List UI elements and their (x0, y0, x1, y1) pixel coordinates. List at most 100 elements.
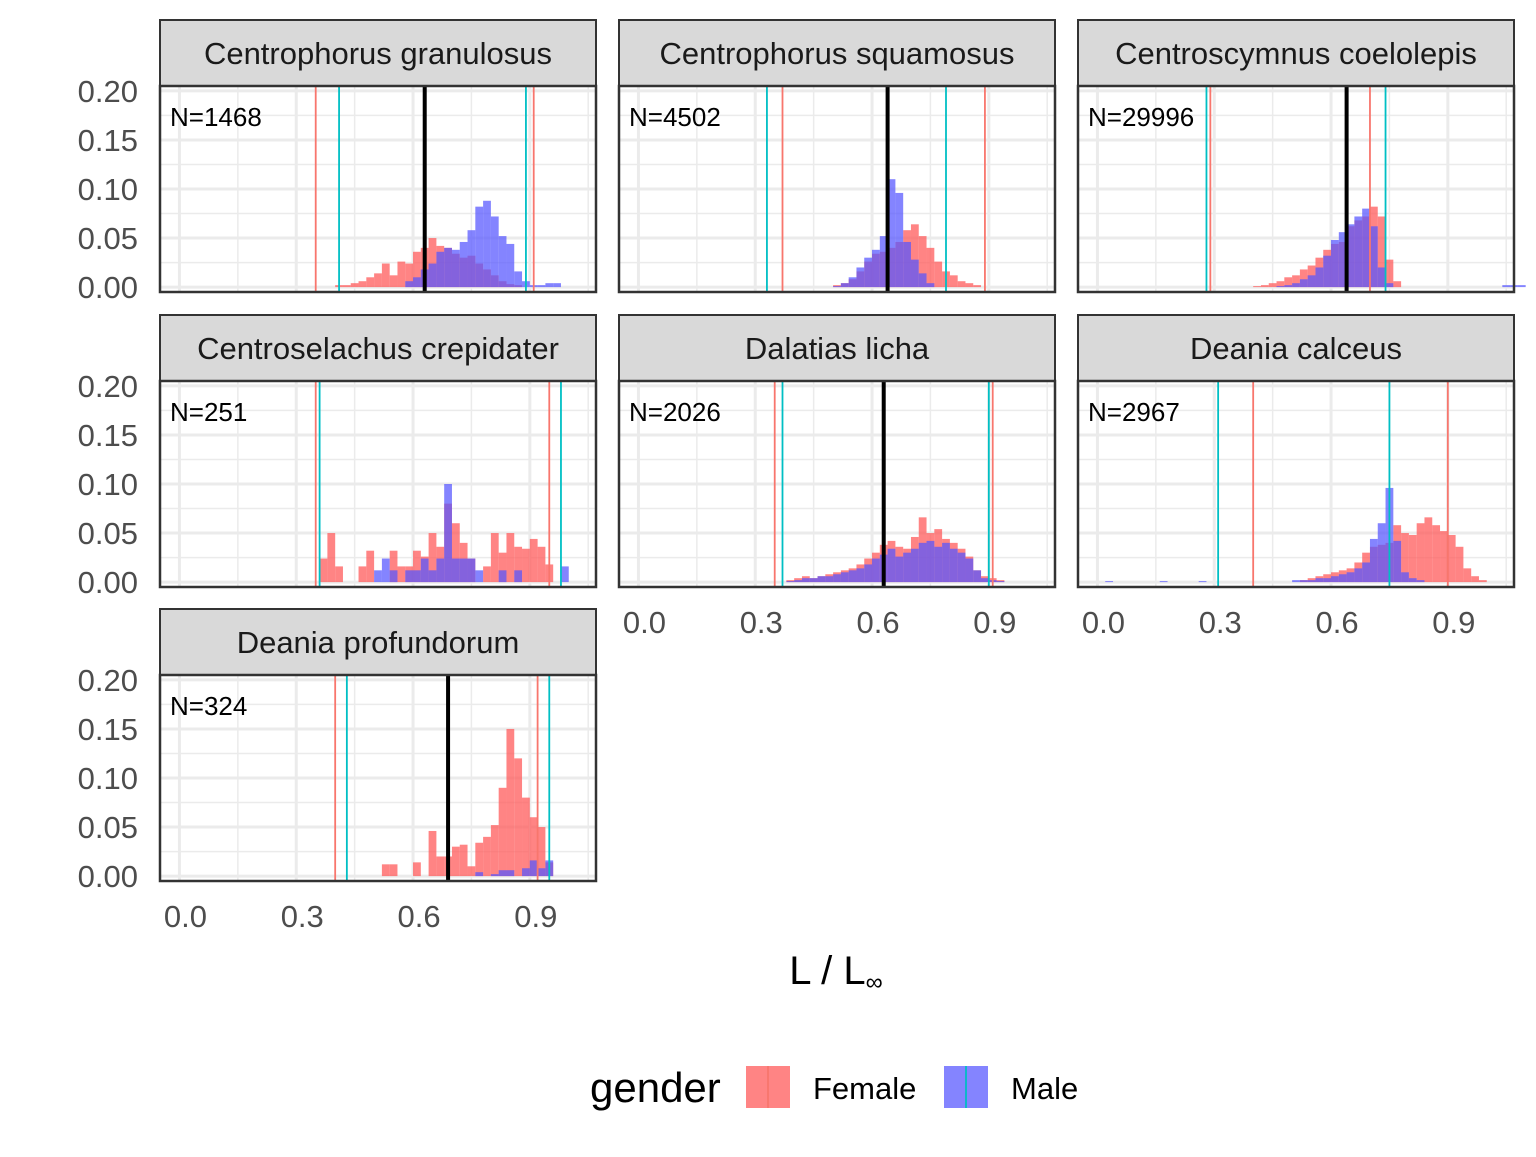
male-bar (1315, 578, 1324, 583)
y-tick-label: 0.00 (78, 565, 138, 600)
female-bar (1401, 533, 1409, 583)
male-bar (1362, 208, 1370, 288)
male-bar (498, 570, 507, 583)
female-bar (957, 281, 966, 288)
legend-item-female: Female (746, 1066, 916, 1108)
male-bar (490, 216, 499, 288)
male-bar (1338, 574, 1347, 583)
female-bar (1260, 285, 1269, 288)
male-bar (1362, 562, 1370, 583)
female-bar (973, 285, 982, 288)
male-bar (1354, 568, 1363, 583)
female-bar (949, 275, 958, 288)
facet-strip (1077, 19, 1515, 87)
male-histogram (1276, 208, 1526, 288)
x-tick-label: 0.6 (1315, 605, 1358, 640)
y-tick-label: 0.05 (78, 221, 138, 256)
male-bar (467, 558, 476, 583)
y-tick-label: 0.00 (78, 270, 138, 305)
facet-title: Centroscymnus coelolepis (1115, 36, 1477, 71)
male-bar (374, 570, 382, 583)
male-bar (475, 206, 484, 288)
male-bar (1307, 275, 1316, 288)
x-axis-label: L / L∞ (789, 949, 882, 996)
male-bar (809, 578, 818, 583)
male-bar (934, 546, 943, 583)
female-bar (1455, 546, 1464, 583)
male-histogram (833, 179, 935, 288)
male-bar (1377, 267, 1386, 288)
male-bar (451, 558, 460, 583)
female-bar (1432, 525, 1441, 583)
male-bar (1299, 580, 1308, 583)
male-bar (436, 251, 445, 288)
female-bar (506, 533, 515, 583)
female-bar (506, 728, 515, 877)
female-bar (1471, 576, 1479, 583)
female-bar (1393, 281, 1402, 288)
male-bar (833, 286, 841, 288)
male-bar (864, 257, 873, 288)
male-bar (475, 570, 484, 583)
female-bar (428, 238, 437, 288)
male-bar (1315, 267, 1324, 288)
male-bar (381, 558, 390, 583)
sample-size-label: N=324 (170, 691, 247, 721)
panel-border (1076, 84, 1516, 294)
female-bar (428, 830, 437, 877)
x-tick-label: 0.0 (623, 605, 666, 640)
x-tick-label: 0.3 (1199, 605, 1242, 640)
female-bar (319, 558, 328, 583)
male-bar (1292, 283, 1300, 288)
grid-lines (160, 381, 596, 587)
sample-size-label: N=251 (170, 397, 247, 427)
female-bar (389, 275, 398, 288)
female-bar (934, 261, 943, 288)
male-bar (545, 283, 554, 288)
female-bar (327, 533, 336, 583)
female-bar (1377, 216, 1386, 288)
male-bar (1198, 581, 1207, 583)
male-bar (1401, 572, 1409, 583)
female-bar (1416, 523, 1425, 583)
male-bar (459, 558, 468, 583)
female-bar (436, 856, 445, 877)
female-bar (374, 273, 382, 288)
female-bar (1447, 535, 1456, 583)
facet-title: Deania profundorum (237, 625, 520, 660)
female-bar (1424, 517, 1433, 583)
male-bar (895, 192, 904, 288)
y-tick-label: 0.20 (78, 74, 138, 109)
male-bar (794, 580, 802, 583)
male-bar (957, 552, 966, 583)
male-bar (801, 578, 810, 583)
y-tick-label: 0.05 (78, 810, 138, 845)
male-bar (942, 542, 950, 583)
male-bar (872, 249, 880, 288)
male-bar (949, 548, 958, 583)
facet-panels: Centrophorus granulosus N=1468 0.00 0.05 0.1… (78, 19, 1526, 934)
male-bar (973, 570, 982, 583)
male-bar (1346, 572, 1355, 583)
facet-title: Centroselachus crepidater (197, 331, 559, 366)
male-bar (965, 558, 974, 583)
female-bar (350, 283, 359, 288)
male-bar (451, 249, 460, 288)
male-bar (436, 558, 445, 583)
male-bar (1299, 279, 1308, 288)
female-bar (1292, 275, 1300, 288)
legend-label: Female (813, 1071, 916, 1106)
male-bar (506, 243, 515, 288)
female-bar (389, 550, 398, 583)
male-bar (420, 558, 429, 583)
x-axis-label-main: L / L (789, 949, 865, 993)
male-bar (1307, 580, 1316, 583)
panel-border (617, 84, 1057, 294)
female-bar (1323, 574, 1332, 583)
x-tick-label: 0.3 (281, 899, 324, 934)
female-bar (451, 523, 460, 583)
male-bar (1338, 232, 1347, 288)
female-bar (529, 538, 538, 583)
x-tick-label: 0.9 (1432, 605, 1475, 640)
